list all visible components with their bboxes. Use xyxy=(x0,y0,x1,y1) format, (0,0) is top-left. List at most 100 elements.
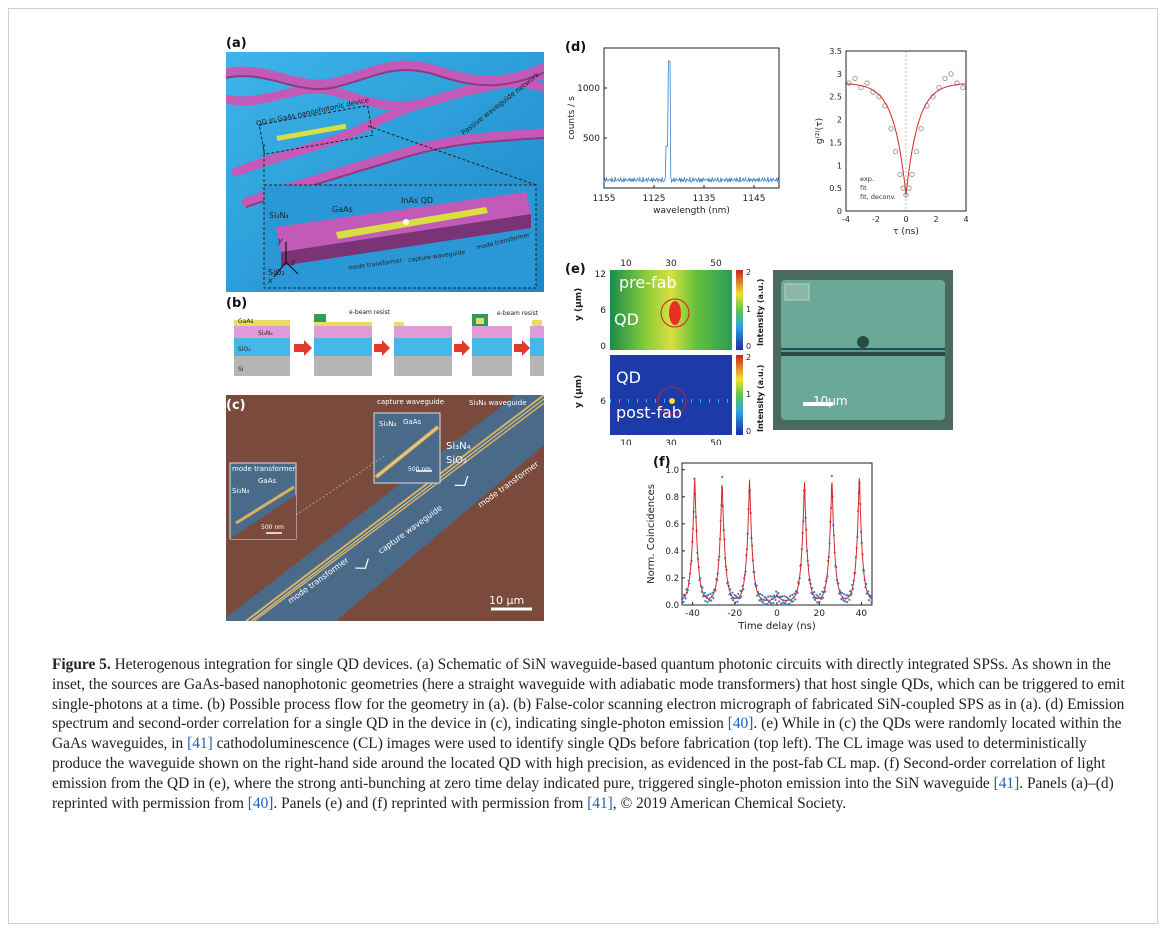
f-frame xyxy=(681,462,873,606)
f-point xyxy=(693,477,696,480)
label-c-scale-500-a: 500 nm xyxy=(408,466,432,473)
f-fit xyxy=(681,477,873,601)
axis-y-label: y xyxy=(278,236,283,245)
panel-a-schematic xyxy=(226,52,544,292)
f-point xyxy=(821,596,825,599)
f-xlabel: Time delay (ns) xyxy=(737,621,816,632)
cl-xtick-top: 10 xyxy=(620,259,632,269)
f-point xyxy=(712,597,715,600)
f-point xyxy=(707,593,710,596)
spectrum-line xyxy=(603,60,780,184)
caption-text: , © 2019 American Chemical Society. xyxy=(612,794,847,812)
caption-citation[interactable]: [40] xyxy=(247,794,274,812)
panel-label-e: (e) xyxy=(565,262,586,277)
label-c-gaas-inset: GaAs xyxy=(403,418,422,426)
g2d-ytick-label: 2 xyxy=(837,116,842,125)
label-b-ebeam-1: e-beam resist xyxy=(349,309,391,316)
g2d-point xyxy=(888,126,894,132)
label-pre-fab: pre-fab xyxy=(619,273,677,292)
label-c-capture-waveguide-inset: capture waveguide xyxy=(377,398,445,406)
g2d-ytick-label: 0.5 xyxy=(829,184,842,193)
cl-cbar-tick-bottom: 2 xyxy=(746,353,751,362)
label-e-scale: 10μm xyxy=(813,394,848,408)
g2d-xtick-label: -2 xyxy=(872,215,880,224)
cl-xtick-bottom: 50 xyxy=(710,439,722,445)
label-c-si3n4-inset2: Si₃N₄ xyxy=(232,487,250,495)
g2d-point xyxy=(900,185,906,191)
panel-label-b: (b) xyxy=(226,296,248,311)
f-point xyxy=(794,598,797,601)
caption-body: Heterogenous integration for single QD d… xyxy=(52,656,1125,812)
g2d-point xyxy=(906,185,912,191)
f-point xyxy=(730,597,733,600)
panel-f-chart: -40 -20 0 20 40 0.0 0.2 0.4 0.6 0.8 1.0 Time delay … xyxy=(646,462,874,632)
f-point xyxy=(738,596,741,600)
caption-citation[interactable]: [41] xyxy=(187,735,213,753)
f-point xyxy=(867,598,871,602)
figure-caption: Figure 5. Heterogenous integration for s… xyxy=(52,655,1132,813)
label-c-gaas-inset2: GaAs xyxy=(258,477,277,485)
cl-cbar-tick-top: 0 xyxy=(746,342,751,351)
label-c-scale: 10 μm xyxy=(489,594,525,607)
f-point xyxy=(777,592,780,595)
chart-g2-d: -4 -2 0 2 4 0 0.5 1 1.5 2 2.5 3 3.5 τ (ns) g⁽²⁾(τ) exp.… xyxy=(815,47,969,237)
g2d-point xyxy=(913,148,920,155)
cl-ytick-top: 12 xyxy=(595,270,606,280)
f-ylabel: Norm. Coincidences xyxy=(646,484,657,584)
panel-b-process-flow xyxy=(234,314,544,376)
g2d-ytick-label: 1.5 xyxy=(829,138,842,147)
label-c-sio2-main: SiO₂ xyxy=(446,455,468,466)
g2d-xlabel: τ (ns) xyxy=(893,227,919,237)
g2d-legend-entry: fit, deconv. xyxy=(860,193,896,201)
f-point xyxy=(764,603,767,606)
f-point xyxy=(711,591,714,594)
f-point xyxy=(786,603,789,606)
caption-citation[interactable]: [40] xyxy=(727,715,754,733)
g2d-ytick-label: 2.5 xyxy=(829,93,842,102)
panel-label-f: (f) xyxy=(653,455,671,470)
label-c-si3n4-waveguide: Si₃N₄ waveguide xyxy=(469,399,527,407)
g2d-ytick-label: 0 xyxy=(837,207,842,216)
spectrum-xlabel: wavelength (nm) xyxy=(653,206,730,216)
g2d-point xyxy=(948,71,954,77)
caption-text: Heterogenous integration for single QD d… xyxy=(52,656,1125,733)
f-ytick-label: 1.0 xyxy=(665,466,679,476)
caption-citation[interactable]: [41] xyxy=(587,794,613,812)
f-point xyxy=(740,595,743,598)
f-point xyxy=(813,598,817,601)
g2d-xtick-label: -4 xyxy=(842,215,850,224)
caption-label: Figure 5. xyxy=(52,656,111,673)
g2d-ytick-label: 3 xyxy=(837,70,842,79)
cl-ytick-top: 0 xyxy=(600,342,606,352)
f-point xyxy=(721,475,724,478)
label-c-scale-500-b: 500 nm xyxy=(261,524,285,531)
g2d-xtick-label: 4 xyxy=(963,215,968,224)
f-point xyxy=(762,601,765,604)
f-point xyxy=(787,597,790,600)
f-point xyxy=(684,597,687,600)
cl-xtick-top: 30 xyxy=(665,259,677,269)
f-point xyxy=(843,593,846,596)
chart-g2-f: -40 -20 0 20 40 0.0 0.2 0.4 0.6 0.8 1.0 Time delay … xyxy=(646,462,874,632)
f-point xyxy=(761,594,764,597)
f-ytick-label: 0.2 xyxy=(665,574,679,584)
f-point xyxy=(736,600,739,603)
f-point xyxy=(756,594,759,597)
spectrum-ytick-label: 1000 xyxy=(577,84,600,94)
caption-citation[interactable]: [41] xyxy=(993,774,1020,792)
panel-label-a: (a) xyxy=(226,36,247,51)
spectrum-xtick-label: 1135 xyxy=(693,194,716,204)
f-point xyxy=(772,601,775,605)
cl-xtick-bottom: 30 xyxy=(665,439,677,445)
cl-cbar-tick-top: 2 xyxy=(746,268,751,277)
f-point xyxy=(848,598,851,601)
panel-c-sem xyxy=(226,395,544,621)
label-a-gaas: GaAs xyxy=(332,205,353,214)
f-point xyxy=(778,600,781,603)
panel-d-charts: 1155 1125 1135 1145 500 1000 wavelength (nm) co… xyxy=(567,47,969,237)
caption-text: . Panels (a)–(d) reprinted with permissi… xyxy=(52,774,1114,812)
label-e-cbar-bottom: Intensity (a.u.) xyxy=(756,364,765,432)
cl-cbar-tick-bottom: 0 xyxy=(746,427,751,436)
